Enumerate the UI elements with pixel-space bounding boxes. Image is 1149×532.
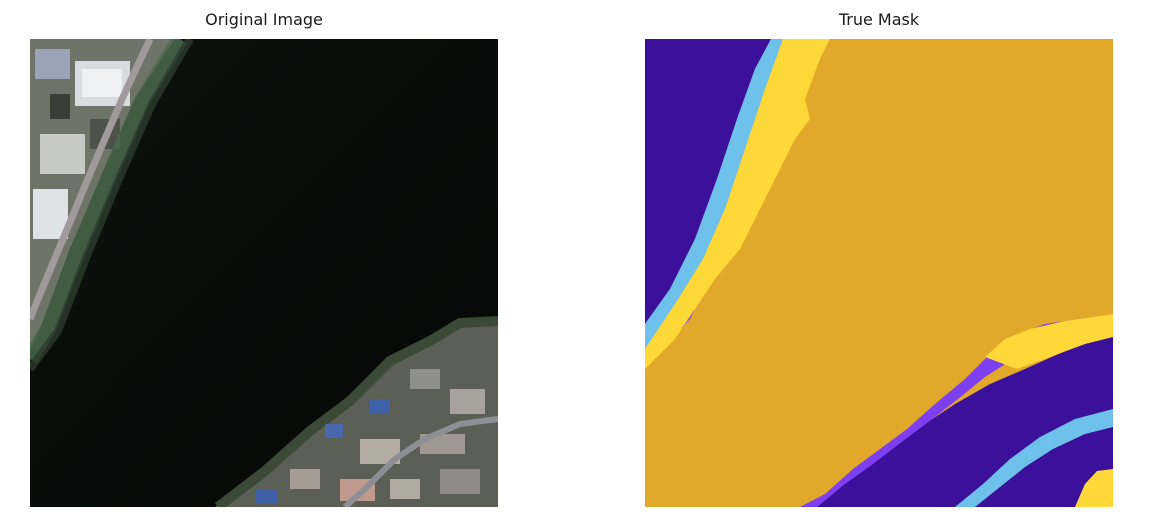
true-mask-panel: True Mask bbox=[645, 0, 1113, 532]
true-mask-title: True Mask bbox=[838, 10, 920, 29]
original-satellite-image bbox=[30, 39, 498, 507]
original-image-panel: Original Image bbox=[30, 0, 498, 532]
original-image-title: Original Image bbox=[205, 10, 323, 29]
segmentation-mask bbox=[645, 39, 1113, 507]
